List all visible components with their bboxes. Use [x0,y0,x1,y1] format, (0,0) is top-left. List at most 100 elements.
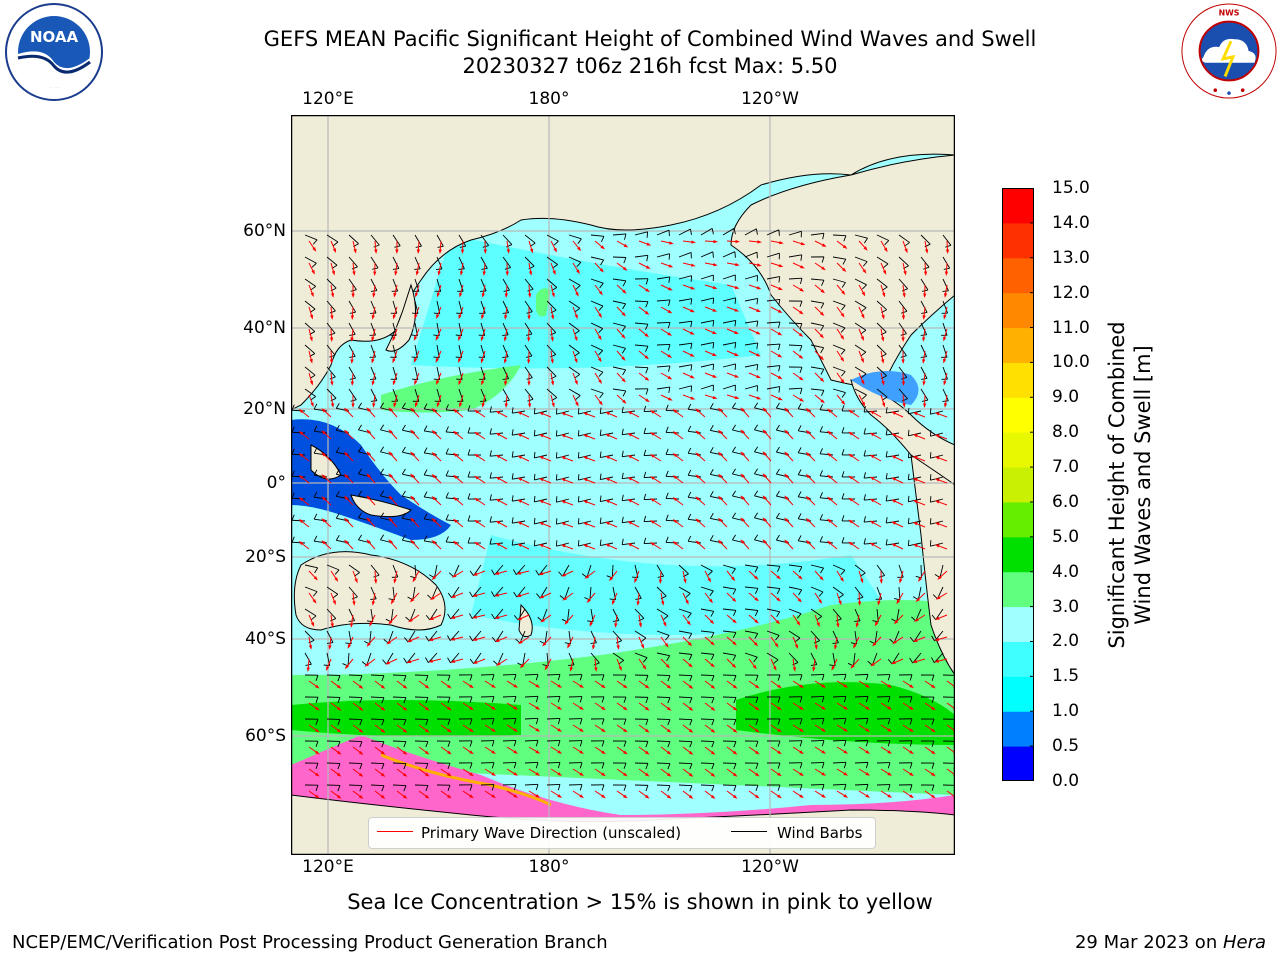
wave-direction-arrow [875,614,882,625]
wind-barb [458,388,464,402]
wind-barb-feather [423,425,428,432]
wind-barb-feather [775,635,780,641]
wind-barb-feather [778,299,781,306]
wave-direction-arrow [660,636,668,646]
wind-barb-feather [732,655,737,661]
wind-barb-feather [329,376,336,380]
wave-direction-arrowhead [505,271,509,276]
wind-barb [590,652,600,664]
wind-barb [370,388,378,401]
wind-barb [436,234,444,247]
wind-barb [722,363,736,368]
wave-direction-arrowhead [713,262,718,267]
wind-barb-feather [709,491,714,497]
wave-direction-arrow [939,570,948,579]
wind-barb [810,674,825,676]
wave-direction-arrow [880,768,890,775]
wave-direction-arrow [697,453,706,462]
wave-direction-arrowhead [784,429,789,434]
wind-barb [832,366,846,372]
wind-barb-feather [689,785,693,792]
wave-direction-arrow [352,262,355,273]
wave-direction-arrow [616,284,625,293]
wind-barb [832,586,844,596]
wind-barb [722,586,736,590]
wind-barb-feather [885,495,888,502]
wave-direction-arrow [372,372,376,383]
wave-direction-arrowhead [560,434,566,438]
wind-barb-feather [335,402,340,409]
wave-direction-arrow [370,614,376,625]
wave-direction-arrow [519,592,530,597]
wind-barb [832,739,847,742]
wave-direction-arrow [652,543,662,550]
wind-barb [898,322,907,334]
wind-barb [326,366,336,378]
wind-barb [942,366,948,380]
wave-direction-arrowhead [503,337,508,342]
wave-direction-arrowhead [712,395,718,400]
wind-barb [700,630,714,633]
wave-direction-arrowhead [943,293,948,298]
wave-direction-arrow [439,240,442,252]
wind-barb-feather [777,762,781,769]
wave-direction-arrow [590,614,596,625]
wind-barb [722,341,736,346]
wave-direction-arrowhead [452,452,458,457]
wave-direction-arrow [629,456,640,462]
wind-barb-feather [923,266,930,270]
wind-barb-feather [511,407,514,414]
wave-band-cyan [471,535,891,635]
colorbar-bin [1002,397,1034,433]
wind-barb [810,232,824,236]
wave-direction-arrowhead [598,290,603,296]
wave-direction-arrowhead [605,543,610,548]
wave-direction-arrowhead [912,659,918,663]
wave-direction-arrow [519,412,530,418]
wave-direction-arrow [880,240,887,250]
wave-direction-arrowhead [796,621,801,626]
wave-direction-arrow [563,435,574,440]
wave-direction-arrowhead [672,453,678,458]
wave-direction-arrowhead [371,336,375,342]
wind-barb-feather [733,785,737,792]
wave-direction-arrowhead [666,794,672,799]
wave-direction-arrowhead [480,358,484,364]
wind-barb-feather [645,278,649,285]
wave-direction-arrow [572,724,582,731]
wind-barb-feather [799,696,803,703]
wave-direction-arrowhead [755,706,760,711]
wave-direction-arrowhead [922,359,926,364]
wave-direction-arrow [436,328,442,339]
wave-direction-arrow [682,350,693,356]
wind-barb-feather [904,242,910,247]
wind-barb-feather [690,343,693,350]
wind-barb-feather [643,493,647,500]
wind-barb-feather [311,615,317,621]
wind-barb-feather [622,303,627,310]
wind-barb-feather [313,513,318,520]
wave-direction-arrowhead [358,728,364,733]
wind-barb [392,762,407,765]
wave-direction-arrowhead [474,497,479,502]
wave-direction-arrowhead [732,728,738,733]
wind-barb-feather [533,495,536,502]
colorbar-bin [1002,711,1034,747]
wind-barb [939,564,944,578]
wind-barb-feather [796,613,802,619]
wind-barb [744,385,758,390]
wave-direction-arrow [323,541,332,550]
wave-direction-arrowhead [841,400,846,406]
wave-direction-arrow [748,614,757,622]
wind-barb-feather [732,610,737,617]
wind-barb-feather [600,236,605,242]
wind-barb-feather [667,675,671,682]
wave-direction-arrowhead [321,496,326,501]
wave-direction-arrow [726,394,737,399]
wave-direction-arrowhead [503,359,507,364]
wave-direction-arrow [660,240,671,244]
wave-direction-arrowhead [710,684,716,689]
wave-direction-arrowhead [909,684,914,689]
wave-direction-arrowhead [688,772,694,777]
wind-barb [304,278,316,287]
